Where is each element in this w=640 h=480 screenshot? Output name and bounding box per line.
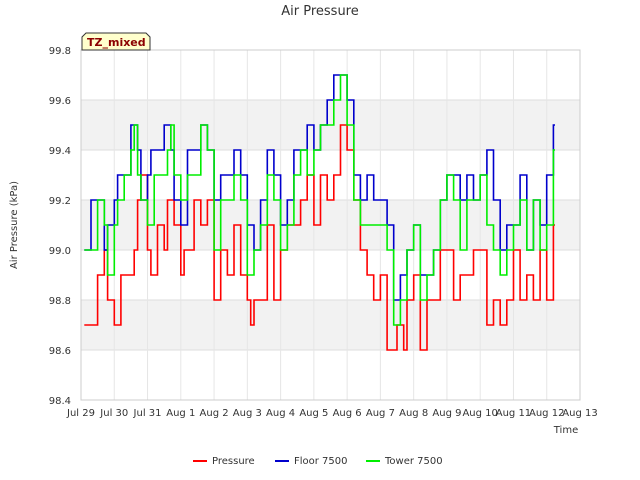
x-tick-label: Aug 7 (366, 408, 395, 419)
legend-label-pressure: Pressure (212, 456, 255, 467)
x-tick-label: Aug 8 (399, 408, 428, 419)
legend-label-tower-7500: Tower 7500 (384, 456, 443, 467)
y-tick-label: 98.8 (49, 296, 71, 307)
x-tick-label: Jul 31 (133, 408, 162, 419)
y-axis: Air Pressure (kPa) (9, 181, 20, 269)
x-tick-label: Jul 29 (66, 408, 95, 419)
x-tick-label: Aug 3 (233, 408, 262, 419)
badge-label: TZ_mixed (87, 36, 146, 49)
legend: Pressure Floor 7500 Tower 7500 (193, 456, 443, 467)
y-tick-label: 98.4 (49, 396, 71, 407)
x-axis-label: Time (553, 425, 578, 436)
grid-band (81, 300, 580, 350)
x-tick-label: Aug 11 (496, 408, 531, 419)
y-tick-label: 99.4 (49, 146, 71, 157)
x-tick-label: Aug 6 (333, 408, 362, 419)
y-tick-label: 99.6 (49, 96, 71, 107)
plot-area: 98.4 98.6 98.8 99.0 99.2 99.4 99.6 99.8 Jul 29 Ju… (49, 46, 598, 419)
y-tick-label: 98.6 (49, 346, 71, 357)
plot-frame (80, 49, 581, 401)
x-tick-label: Aug 4 (266, 408, 295, 419)
grid-band (81, 200, 580, 250)
y-tick-label: 99.2 (49, 196, 71, 207)
y-axis-label: Air Pressure (kPa) (9, 181, 20, 269)
x-tick-label: Aug 2 (200, 408, 229, 419)
series-line-tower-7500 (84, 74, 555, 326)
x-tick-label: Aug 5 (299, 408, 328, 419)
x-tick-label: Aug 9 (432, 408, 461, 419)
y-tick-label: 99.0 (49, 246, 71, 257)
x-tick-label: Aug 1 (166, 408, 195, 419)
x-tick-label: Aug 13 (562, 408, 597, 419)
timezone-badge: TZ_mixed (81, 32, 151, 51)
x-tick-label: Aug 10 (462, 408, 497, 419)
y-tick-label: 99.8 (49, 46, 71, 57)
x-tick-label: Aug 12 (529, 408, 564, 419)
legend-label-floor-7500: Floor 7500 (294, 456, 348, 467)
x-tick-label: Jul 30 (99, 408, 128, 419)
chart-title: Air Pressure (281, 4, 359, 19)
